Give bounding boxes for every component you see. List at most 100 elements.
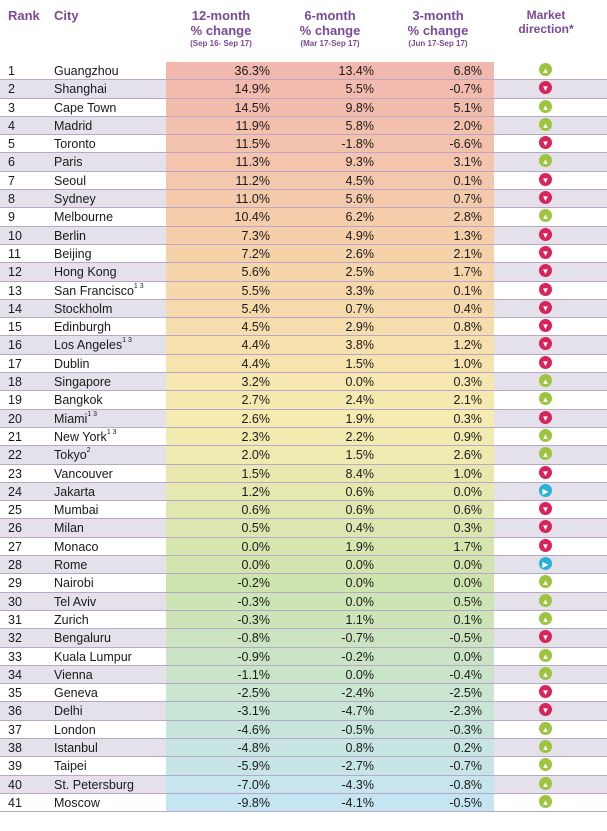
six-month-change-cell: 9.8% <box>345 100 375 115</box>
twelve-month-change-cell: -1.1% <box>237 667 270 682</box>
change-color-band <box>166 647 494 665</box>
three-month-change-cell: 0.4% <box>453 301 483 316</box>
six-month-change-cell: 5.5% <box>345 82 375 97</box>
six-month-change-cell: -4.7% <box>341 704 374 719</box>
rank-header: Rank <box>8 8 40 23</box>
twelve-month-change-cell: 1.2% <box>241 484 271 499</box>
three-month-change-cell: 0.3% <box>453 411 483 426</box>
arrow-up-icon: ▲ <box>539 593 552 607</box>
table-row: 29 Nairobi -0.2% 0.0% 0.0% ▲ <box>0 574 607 593</box>
city-cell: Milan <box>54 520 84 536</box>
twelve-month-change-cell: 5.4% <box>241 301 271 316</box>
twelve-month-change-cell: -4.8% <box>237 740 270 755</box>
six-month-change-cell: 2.5% <box>345 265 375 280</box>
twelve-month-change-cell: 10.4% <box>234 210 270 225</box>
city-cell: Sydney <box>54 191 96 207</box>
city-name: Kuala Lumpur <box>54 649 132 664</box>
arrow-up-icon: ▲ <box>539 575 552 589</box>
change-color-band <box>166 702 494 720</box>
arrow-right-icon: ▶ <box>539 557 552 571</box>
city-cell: Guangzhou <box>54 63 119 79</box>
twelve-month-change-cell: -2.5% <box>237 686 270 701</box>
table-row: 10 Berlin 7.3% 4.9% 1.3% ▼ <box>0 226 607 245</box>
three-month-title: 3-month <box>412 8 464 23</box>
rank-cell: 33 <box>8 649 22 664</box>
six-month-change-cell: 0.0% <box>345 375 375 390</box>
footnote-marker: 1 3 <box>87 410 98 418</box>
three-month-change-cell: -0.4% <box>449 667 482 682</box>
table-row: 25 Mumbai 0.6% 0.6% 0.6% ▼ <box>0 501 607 520</box>
arrow-up-icon: ▲ <box>539 99 552 113</box>
city-cell: Toronto <box>54 136 96 152</box>
city-name: New York <box>54 429 107 444</box>
city-name: Monaco <box>54 539 99 554</box>
change-color-band <box>166 757 494 775</box>
three-month-change-cell: 1.7% <box>453 539 483 554</box>
rank-cell: 7 <box>8 173 15 188</box>
change-color-band <box>166 208 494 226</box>
twelve-month-change-cell: 7.2% <box>241 246 271 261</box>
city-name: Shanghai <box>54 82 107 97</box>
change-color-band <box>166 610 494 629</box>
change-color-band <box>166 446 494 464</box>
six-month-change-cell: 1.5% <box>345 448 375 463</box>
three-month-change-cell: 0.5% <box>453 594 483 609</box>
city-cell: Singapore <box>54 374 111 390</box>
change-color-band <box>166 318 494 336</box>
three-month-change-cell: -2.5% <box>449 686 482 701</box>
rank-cell: 32 <box>8 631 22 646</box>
rank-cell: 1 <box>8 64 15 78</box>
city-name: Melbourne <box>54 210 114 225</box>
rank-cell: 39 <box>8 759 22 774</box>
twelve-month-change-cell: -0.3% <box>237 594 270 609</box>
change-color-band <box>166 537 494 556</box>
six-month-change-cell: -2.7% <box>341 759 374 774</box>
rank-cell: 9 <box>8 210 15 225</box>
six-month-change-cell: 4.9% <box>345 228 375 243</box>
city-cell: Shanghai <box>54 81 107 97</box>
twelve-month-change-cell: 0.5% <box>241 521 271 536</box>
arrow-up-icon: ▲ <box>539 611 552 625</box>
six-month-title: 6-month <box>304 8 356 23</box>
arrow-down-icon: ▼ <box>539 465 552 479</box>
footnote-marker: 1 3 <box>106 428 117 436</box>
change-color-band <box>166 62 494 80</box>
city-cell: Mumbai <box>54 502 98 518</box>
table-row: 22 Tokyo2 2.0% 1.5% 2.6% ▲ <box>0 446 607 465</box>
three-month-change-cell: -6.6% <box>449 137 482 152</box>
change-color-band <box>166 775 494 793</box>
twelve-month-change-cell: 0.0% <box>241 539 271 554</box>
table-row: 27 Monaco 0.0% 1.9% 1.7% ▼ <box>0 537 607 557</box>
city-cell: Dublin <box>54 356 89 372</box>
six-month-change-cell: 0.0% <box>345 576 375 591</box>
three-month-change-cell: -0.7% <box>449 759 482 774</box>
rank-cell: 14 <box>8 301 22 316</box>
arrow-up-icon: ▲ <box>539 374 552 388</box>
rank-cell: 34 <box>8 667 22 682</box>
rank-cell: 25 <box>8 503 22 518</box>
arrow-up-icon: ▲ <box>539 648 552 662</box>
arrow-up-icon: ▲ <box>539 428 552 442</box>
city-name: Mumbai <box>54 503 99 518</box>
twelve-month-change-cell: 11.3% <box>235 155 270 170</box>
city-cell: Madrid <box>54 118 92 134</box>
change-color-band <box>166 482 494 501</box>
arrow-up-icon: ▲ <box>539 154 552 168</box>
three-month-change-cell: 0.0% <box>453 576 483 591</box>
arrow-up-icon: ▲ <box>539 721 552 735</box>
six-month-period: (Mar 17-Sep 17) <box>300 39 360 48</box>
twelve-month-change-cell: 2.7% <box>241 393 271 408</box>
city-name: Delhi <box>54 704 83 719</box>
six-month-subtitle: % change <box>299 23 361 38</box>
city-name: San Francisco <box>54 283 134 298</box>
twelve-month-change-cell: 5.5% <box>241 283 271 298</box>
table-row: 38 Istanbul -4.8% 0.8% 0.2% ▲ <box>0 738 607 758</box>
table-row: 33 Kuala Lumpur -0.9% -0.2% 0.0% ▲ <box>0 647 607 666</box>
city-name: Berlin <box>54 228 86 243</box>
arrow-down-icon: ▼ <box>539 703 552 717</box>
rank-cell: 4 <box>8 118 15 133</box>
twelve-month-change-cell: 14.5% <box>234 100 270 115</box>
city-name: Paris <box>54 155 83 170</box>
three-month-change-cell: 0.0% <box>453 558 483 573</box>
table-row: 8 Sydney 11.0% 5.6% 0.7% ▼ <box>0 190 607 209</box>
